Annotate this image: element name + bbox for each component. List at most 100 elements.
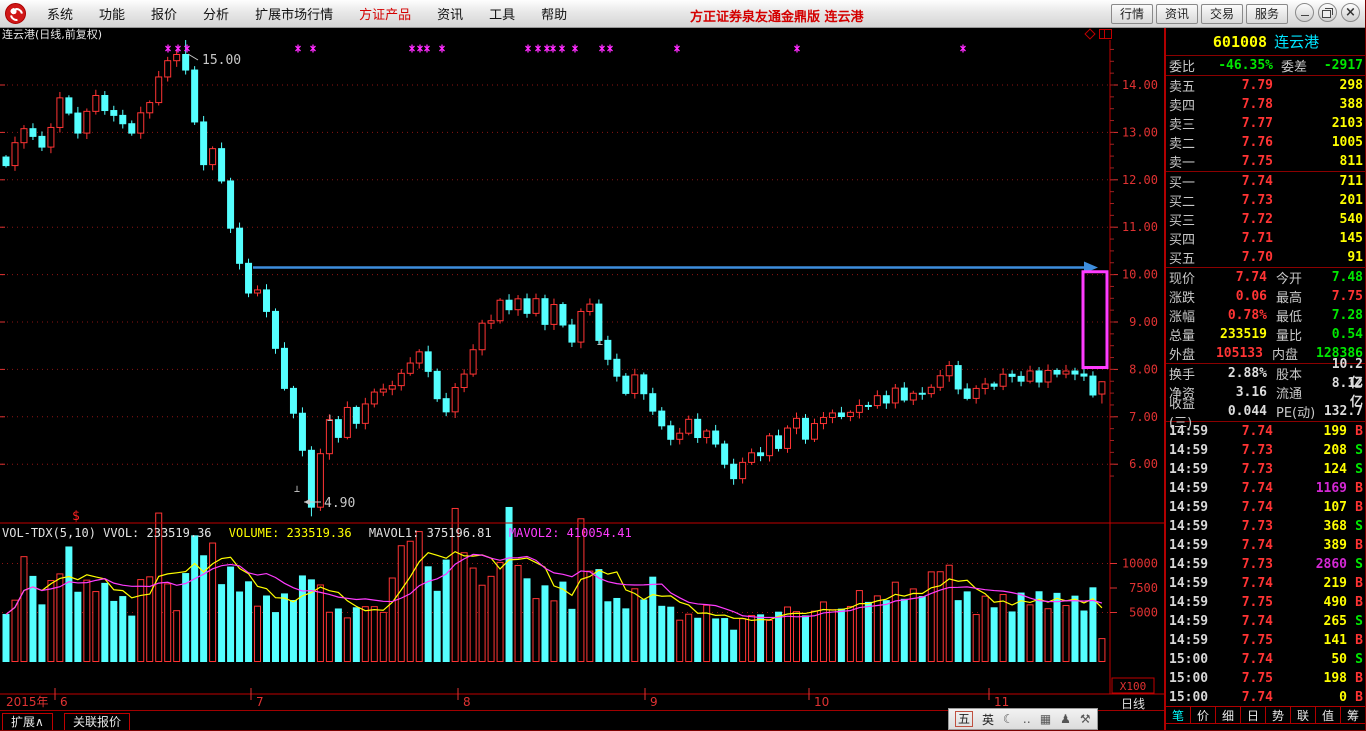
tick-direction: B xyxy=(1355,500,1363,515)
split-window-icon[interactable] xyxy=(1099,29,1112,39)
panel-tab-2[interactable]: 细 xyxy=(1216,706,1241,724)
menu-item-1[interactable]: 功能 xyxy=(99,8,126,23)
tick-row[interactable]: 14:59 7.74 265 S xyxy=(1166,612,1365,631)
panel-tab-0[interactable]: 笔 xyxy=(1165,706,1191,724)
diamond-tool-icon[interactable] xyxy=(1084,28,1096,40)
tick-row[interactable]: 14:59 7.73 124 S xyxy=(1166,460,1365,479)
panel-tab-6[interactable]: 值 xyxy=(1316,706,1341,724)
bid-price: 7.73 xyxy=(1241,193,1273,208)
panel-tab-4[interactable]: 势 xyxy=(1266,706,1291,724)
ask-row[interactable]: 卖四 7.78 388 xyxy=(1166,95,1365,114)
tick-price: 7.75 xyxy=(1241,633,1273,648)
menu-item-8[interactable]: 帮助 xyxy=(541,8,568,23)
star-mark xyxy=(525,44,531,53)
bid-label: 买四 xyxy=(1169,233,1196,248)
tick-time: 14:59 xyxy=(1169,614,1209,629)
svg-text:7500: 7500 xyxy=(1129,581,1158,595)
bid-label: 买三 xyxy=(1169,214,1196,229)
highlight-rect-annotation[interactable] xyxy=(1081,270,1109,370)
menu-item-2[interactable]: 报价 xyxy=(151,8,178,23)
wrench-icon[interactable]: ⚒ xyxy=(1079,712,1091,726)
expand-button[interactable]: 扩展∧ xyxy=(2,713,53,730)
stat-label: 内盘 xyxy=(1271,348,1298,363)
bid-row[interactable]: 买五 7.70 91 xyxy=(1166,248,1365,267)
stat-value: 7.28 xyxy=(1331,308,1363,323)
close-button[interactable]: × xyxy=(1341,3,1360,22)
star-mark xyxy=(559,44,565,53)
minimize-icon xyxy=(1300,15,1309,16)
tick-row[interactable]: 14:59 7.75 490 B xyxy=(1166,593,1365,612)
bid-label: 买一 xyxy=(1169,176,1196,191)
tick-row[interactable]: 14:59 7.74 199 B xyxy=(1166,422,1365,441)
close-icon: × xyxy=(1345,5,1356,20)
star-mark xyxy=(535,44,541,53)
ask-volume: 1005 xyxy=(1331,135,1363,150)
menu-item-0[interactable]: 系统 xyxy=(47,8,74,23)
tick-list[interactable]: 14:59 7.74 199 B 14:59 7.73 208 S 14:59 7.73 124 S 1… xyxy=(1166,422,1365,707)
bid-levels: 买一 7.74 711 买二 7.73 201 买三 7.72 540 买四 7.71 145 买五 7.… xyxy=(1166,172,1365,268)
titlebar-button-3[interactable]: 服务 xyxy=(1245,4,1288,24)
bid-row[interactable]: 买二 7.73 201 xyxy=(1166,191,1365,210)
svg-text:日线: 日线 xyxy=(1121,697,1145,711)
menu-item-6[interactable]: 资讯 xyxy=(437,8,464,23)
titlebar-button-1[interactable]: 资讯 xyxy=(1155,4,1198,24)
tick-row[interactable]: 14:59 7.74 1169 B xyxy=(1166,479,1365,498)
linked-quote-button[interactable]: 关联报价 xyxy=(64,713,131,730)
stat-label: 外盘 xyxy=(1169,348,1196,363)
tick-direction: B xyxy=(1355,671,1363,686)
restore-button[interactable] xyxy=(1318,3,1337,22)
titlebar-button-0[interactable]: 行情 xyxy=(1110,4,1153,24)
stat-value: 0.06 xyxy=(1235,289,1267,304)
bid-row[interactable]: 买三 7.72 540 xyxy=(1166,210,1365,229)
tick-row[interactable]: 14:59 7.74 219 B xyxy=(1166,574,1365,593)
bid-row[interactable]: 买四 7.71 145 xyxy=(1166,229,1365,248)
tick-volume: 490 xyxy=(1323,595,1347,610)
menu-item-3[interactable]: 分析 xyxy=(203,8,230,23)
tick-time: 15:00 xyxy=(1169,671,1209,686)
panel-tab-5[interactable]: 联 xyxy=(1291,706,1316,724)
panel-tab-3[interactable]: 日 xyxy=(1241,706,1266,724)
stock-header[interactable]: 601008 连云港 xyxy=(1166,28,1365,56)
tick-direction: B xyxy=(1355,595,1363,610)
svg-text:2015年: 2015年 xyxy=(6,695,49,709)
dots-icon[interactable]: ‥ xyxy=(1022,712,1031,726)
svg-text:11: 11 xyxy=(994,695,1009,709)
star-mark xyxy=(424,44,430,53)
tick-row[interactable]: 15:00 7.74 50 S xyxy=(1166,650,1365,669)
tick-row[interactable]: 14:59 7.75 141 B xyxy=(1166,631,1365,650)
bid-row[interactable]: 买一 7.74 711 xyxy=(1166,172,1365,191)
moon-icon[interactable]: ☾ xyxy=(1003,712,1014,726)
minimize-button[interactable] xyxy=(1295,3,1314,22)
tick-row[interactable]: 14:59 7.73 368 S xyxy=(1166,517,1365,536)
quote-panel: 601008 连云港 委比 -46.35% 委差 -2917 卖五 7.79 298… xyxy=(1164,28,1365,730)
tick-volume: 141 xyxy=(1323,633,1347,648)
keyboard-icon[interactable]: ▦ xyxy=(1039,712,1052,726)
tick-row[interactable]: 15:00 7.75 198 B xyxy=(1166,669,1365,688)
ask-label: 卖三 xyxy=(1169,118,1196,133)
stat-label: 涨幅 xyxy=(1169,310,1196,325)
tick-price: 7.73 xyxy=(1241,462,1273,477)
titlebar-button-2[interactable]: 交易 xyxy=(1200,4,1243,24)
english-input-indicator[interactable]: 英 xyxy=(982,712,995,727)
panel-tab-7[interactable]: 筹 xyxy=(1341,706,1365,724)
menu-item-7[interactable]: 工具 xyxy=(489,8,516,23)
panel-tab-1[interactable]: 价 xyxy=(1191,706,1216,724)
ask-row[interactable]: 卖二 7.76 1005 xyxy=(1166,133,1365,152)
wubi-input-indicator[interactable]: 五 xyxy=(955,711,974,727)
tick-row[interactable]: 14:59 7.73 2860 S xyxy=(1166,555,1365,574)
tick-row[interactable]: 14:59 7.74 389 B xyxy=(1166,536,1365,555)
star-mark xyxy=(599,44,605,53)
candlestick-chart[interactable]: 14.00 13.00 12.00 11.00 10.00 9.00 8.00 7.00 6.0… xyxy=(0,40,1164,711)
tick-row[interactable]: 15:00 7.74 0 B xyxy=(1166,688,1365,707)
star-mark xyxy=(184,44,190,53)
ask-row[interactable]: 卖五 7.79 298 xyxy=(1166,76,1365,95)
ask-row[interactable]: 卖一 7.75 811 xyxy=(1166,152,1365,171)
tick-row[interactable]: 14:59 7.73 208 S xyxy=(1166,441,1365,460)
menu-item-4[interactable]: 扩展市场行情 xyxy=(255,8,334,23)
tick-row[interactable]: 14:59 7.74 107 B xyxy=(1166,498,1365,517)
stat-label: 量比 xyxy=(1276,329,1303,344)
ask-row[interactable]: 卖三 7.77 2103 xyxy=(1166,114,1365,133)
user-icon[interactable]: ♟ xyxy=(1060,712,1071,726)
menu-item-5[interactable]: 方证产品 xyxy=(359,8,412,23)
tick-price: 7.74 xyxy=(1241,690,1273,705)
